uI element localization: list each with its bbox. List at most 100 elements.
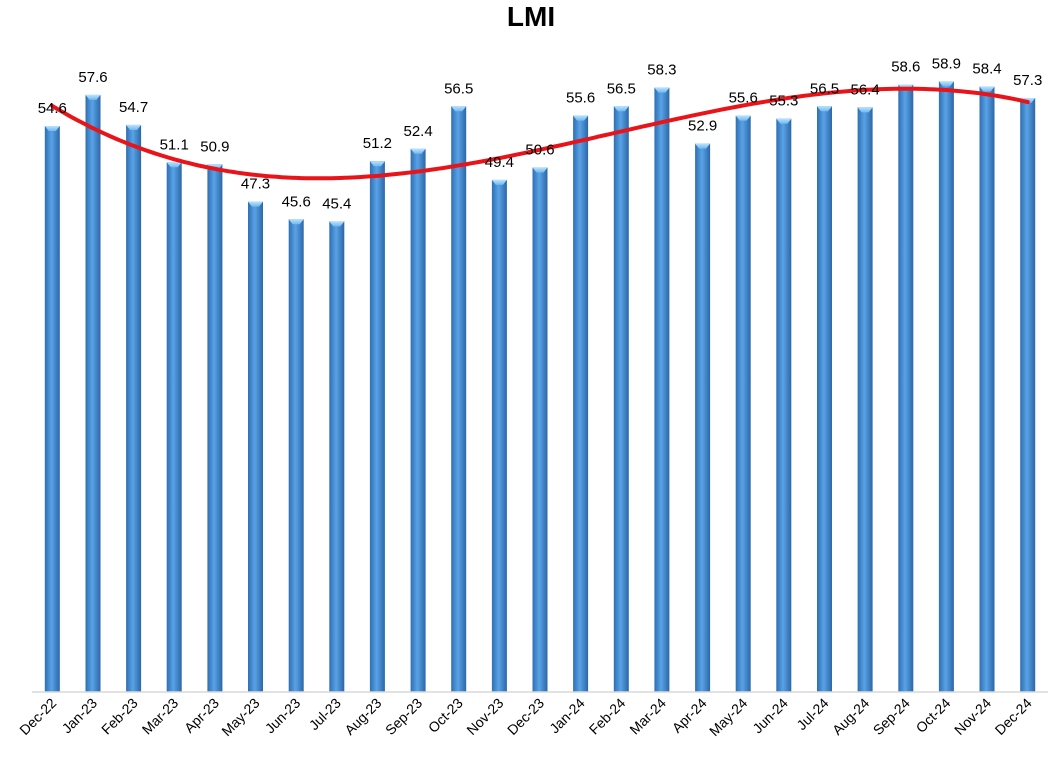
x-tick-Feb-24: Feb-24 xyxy=(586,695,629,738)
data-label-Jul-24: 56.5 xyxy=(810,80,839,97)
data-label-Jun-24: 55.3 xyxy=(769,93,798,110)
bar-Nov-24 xyxy=(979,86,995,693)
x-tick-Apr-23: Apr-23 xyxy=(181,695,222,736)
bar-cap-Feb-24 xyxy=(613,106,629,112)
x-tick-Jul-23: Jul-23 xyxy=(306,695,344,733)
x-tick-Jul-24: Jul-24 xyxy=(793,695,831,733)
bar-May-23 xyxy=(248,201,263,692)
bar-cap-Aug-24 xyxy=(857,107,873,113)
bar-cap-Oct-24 xyxy=(938,81,954,87)
bar-cap-Mar-24 xyxy=(654,87,670,93)
data-label-Aug-24: 56.4 xyxy=(850,81,879,98)
data-label-Mar-23: 51.1 xyxy=(160,136,189,153)
bar-cap-Apr-24 xyxy=(695,143,711,149)
data-label-Sep-23: 52.4 xyxy=(403,123,432,140)
x-tick-Aug-24: Aug-24 xyxy=(829,695,872,738)
data-label-Feb-24: 56.5 xyxy=(607,80,636,97)
data-label-Apr-24: 52.9 xyxy=(688,118,717,135)
bar-Feb-24 xyxy=(613,106,629,693)
x-tick-Apr-24: Apr-24 xyxy=(669,695,710,736)
data-label-Jul-23: 45.4 xyxy=(322,195,351,212)
bar-cap-Nov-24 xyxy=(979,86,995,92)
bar-Jul-24 xyxy=(817,106,832,693)
x-tick-May-24: May-24 xyxy=(706,695,750,739)
x-tick-Dec-22: Dec-22 xyxy=(16,695,59,738)
chart-title: LMI xyxy=(507,1,555,32)
x-tick-Feb-23: Feb-23 xyxy=(98,695,141,738)
bar-cap-Oct-23 xyxy=(451,106,467,112)
data-label-Dec-22: 54.6 xyxy=(38,100,67,117)
bar-cap-Sep-23 xyxy=(410,148,426,154)
x-tick-Nov-24: Nov-24 xyxy=(951,695,994,738)
x-tick-Jan-23: Jan-23 xyxy=(59,695,101,737)
bar-Jun-24 xyxy=(776,118,792,692)
bar-Mar-23 xyxy=(166,162,182,693)
bar-cap-Jan-24 xyxy=(573,115,589,121)
bar-Jul-23 xyxy=(329,221,345,692)
bar-Mar-24 xyxy=(654,87,670,693)
x-tick-Dec-24: Dec-24 xyxy=(992,695,1035,738)
x-tick-Jan-24: Jan-24 xyxy=(546,695,588,737)
trend-line xyxy=(50,86,1030,181)
bar-cap-May-23 xyxy=(248,201,264,207)
data-label-Oct-24: 58.9 xyxy=(932,55,961,72)
x-tick-May-23: May-23 xyxy=(218,695,262,739)
x-tick-Dec-23: Dec-23 xyxy=(504,695,547,738)
data-label-Jan-23: 57.6 xyxy=(78,69,107,86)
bar-cap-Jul-23 xyxy=(329,221,345,227)
bar-Feb-23 xyxy=(126,124,142,692)
bar-Oct-24 xyxy=(938,81,954,692)
data-label-Oct-23: 56.5 xyxy=(444,80,473,97)
bar-Nov-23 xyxy=(491,179,507,692)
bar-Apr-23 xyxy=(207,164,223,693)
bar-cap-Feb-23 xyxy=(126,124,142,130)
data-label-Jun-23: 45.6 xyxy=(282,193,311,210)
x-tick-Aug-23: Aug-23 xyxy=(341,695,384,738)
x-tick-Oct-24: Oct-24 xyxy=(912,695,953,736)
x-tick-Mar-23: Mar-23 xyxy=(139,695,182,738)
data-label-Aug-23: 51.2 xyxy=(363,135,392,152)
bar-Apr-24 xyxy=(695,143,711,693)
bar-cap-Dec-22 xyxy=(44,125,60,131)
bar-Sep-23 xyxy=(410,148,426,693)
bar-May-24 xyxy=(735,115,751,693)
bar-cap-Nov-23 xyxy=(491,179,507,185)
data-label-May-23: 47.3 xyxy=(241,176,270,193)
bar-cap-Jan-23 xyxy=(85,94,101,100)
bar-cap-Mar-23 xyxy=(166,162,182,168)
data-label-Nov-24: 58.4 xyxy=(972,61,1001,78)
bar-Sep-24 xyxy=(898,84,914,692)
bar-Dec-24 xyxy=(1020,98,1036,692)
bar-cap-May-24 xyxy=(735,115,751,121)
data-label-May-24: 55.6 xyxy=(729,90,758,107)
data-label-Apr-23: 50.9 xyxy=(200,138,229,155)
bar-Dec-22 xyxy=(44,126,60,692)
data-label-Jan-24: 55.6 xyxy=(566,90,595,107)
x-tick-Sep-23: Sep-23 xyxy=(382,695,425,738)
bar-cap-Dec-23 xyxy=(532,167,548,173)
x-tick-Sep-24: Sep-24 xyxy=(870,695,913,738)
bar-cap-Jun-23 xyxy=(288,219,304,225)
bars-group xyxy=(44,81,1036,693)
x-tick-Nov-23: Nov-23 xyxy=(463,695,506,738)
bar-Dec-23 xyxy=(532,167,548,692)
bar-Jan-23 xyxy=(85,94,101,692)
data-label-Dec-24: 57.3 xyxy=(1013,72,1042,89)
bar-Jun-23 xyxy=(288,219,304,693)
bar-Aug-23 xyxy=(369,161,385,692)
x-tick-Mar-24: Mar-24 xyxy=(626,695,669,738)
data-label-Sep-24: 58.6 xyxy=(891,59,920,76)
bar-cap-Jun-24 xyxy=(776,118,792,124)
x-tick-Oct-23: Oct-23 xyxy=(425,695,466,736)
bar-cap-Aug-23 xyxy=(369,161,385,167)
data-label-Dec-23: 50.6 xyxy=(525,141,554,158)
bar-Oct-23 xyxy=(451,106,467,693)
bar-Aug-24 xyxy=(857,107,873,693)
data-label-Feb-23: 54.7 xyxy=(119,99,148,116)
data-labels-group: 54.6 57.6 54.7 51.1 50.9 47.3 45.6 45.4 51.2 52.4… xyxy=(38,55,1043,212)
x-tick-Jun-23: Jun-23 xyxy=(262,695,304,737)
bar-Jan-24 xyxy=(573,115,589,693)
data-label-Mar-24: 58.3 xyxy=(647,62,676,79)
